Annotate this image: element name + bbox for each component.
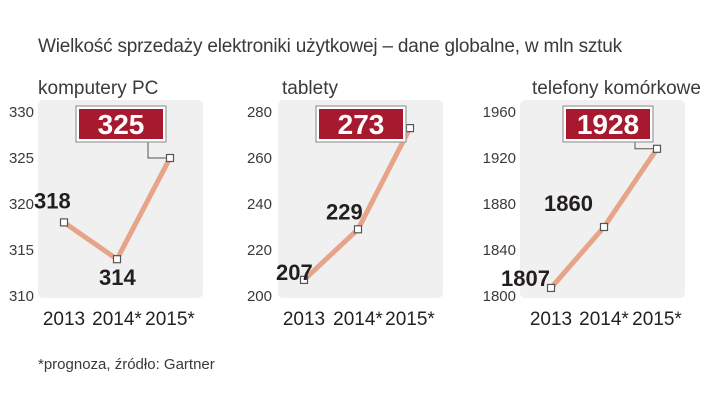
data-label: 229 bbox=[326, 199, 363, 224]
data-point bbox=[353, 225, 363, 234]
x-tick-label: 2013 bbox=[530, 309, 572, 330]
y-tick-label: 310 bbox=[9, 288, 34, 305]
y-tick-label: 1920 bbox=[483, 150, 516, 167]
data-label: 207 bbox=[276, 260, 313, 285]
data-label: 1807 bbox=[501, 266, 550, 291]
highlight-box bbox=[79, 109, 163, 139]
y-tick-label: 220 bbox=[247, 242, 272, 259]
chart-title: komputery PC bbox=[38, 78, 158, 99]
data-point bbox=[165, 153, 175, 163]
x-tick-label: 2014* bbox=[92, 309, 142, 330]
x-tick-label: 2015* bbox=[385, 309, 435, 330]
plot-background bbox=[520, 100, 685, 298]
y-tick-label: 260 bbox=[247, 150, 272, 167]
chart-title: telefony komórkowe bbox=[532, 78, 701, 99]
chart-panel-1: komputery PC 310 315 320 325 330 2013 2014* 2015… bbox=[9, 78, 203, 330]
data-label: 314 bbox=[99, 265, 136, 290]
y-tick-label: 240 bbox=[247, 196, 272, 213]
y-tick-label: 315 bbox=[9, 242, 34, 259]
y-tick-label: 1960 bbox=[483, 104, 516, 121]
highlight-box bbox=[319, 109, 403, 139]
highlight-box bbox=[566, 109, 650, 139]
x-tick-label: 2015* bbox=[632, 309, 682, 330]
x-tick-label: 2014* bbox=[333, 309, 383, 330]
highlight-leader-line bbox=[147, 142, 166, 159]
x-tick-label: 2014* bbox=[579, 309, 629, 330]
y-tick-label: 1800 bbox=[483, 288, 516, 305]
highlight-value: 325 bbox=[98, 109, 145, 140]
x-tick-label: 2015* bbox=[145, 309, 195, 330]
highlight-value: 1928 bbox=[577, 109, 639, 140]
data-point bbox=[546, 283, 556, 293]
chart-title: tablety bbox=[282, 78, 338, 99]
highlight-value: 273 bbox=[338, 109, 385, 140]
y-tick-label: 330 bbox=[9, 104, 34, 121]
chart-main-title: Wielkość sprzedaży elektroniki użytkowej… bbox=[38, 36, 622, 57]
data-label: 318 bbox=[34, 188, 71, 213]
data-point bbox=[599, 222, 609, 232]
y-tick-label: 280 bbox=[247, 104, 272, 121]
data-point bbox=[299, 275, 309, 284]
data-point bbox=[405, 123, 415, 133]
highlight-leader-line bbox=[634, 142, 653, 150]
chart-panel-2: tablety 200 220 240 260 280 2013 2014* 2015* 207 2… bbox=[247, 78, 443, 330]
data-point bbox=[652, 144, 662, 153]
y-tick-label: 200 bbox=[247, 288, 272, 305]
y-tick-label: 320 bbox=[9, 196, 34, 213]
y-tick-label: 1840 bbox=[483, 242, 516, 259]
y-tick-label: 1880 bbox=[483, 196, 516, 213]
x-tick-label: 2013 bbox=[43, 309, 85, 330]
y-tick-label: 325 bbox=[9, 150, 34, 167]
data-point bbox=[112, 255, 122, 264]
x-tick-label: 2013 bbox=[283, 309, 325, 330]
data-point bbox=[59, 218, 69, 227]
plot-background bbox=[38, 100, 203, 298]
data-label: 1860 bbox=[544, 191, 593, 216]
chart-panel-3: telefony komórkowe 1800 1840 1880 1920 1960 20… bbox=[483, 78, 701, 330]
footnote: *prognoza, źródło: Gartner bbox=[38, 356, 215, 373]
